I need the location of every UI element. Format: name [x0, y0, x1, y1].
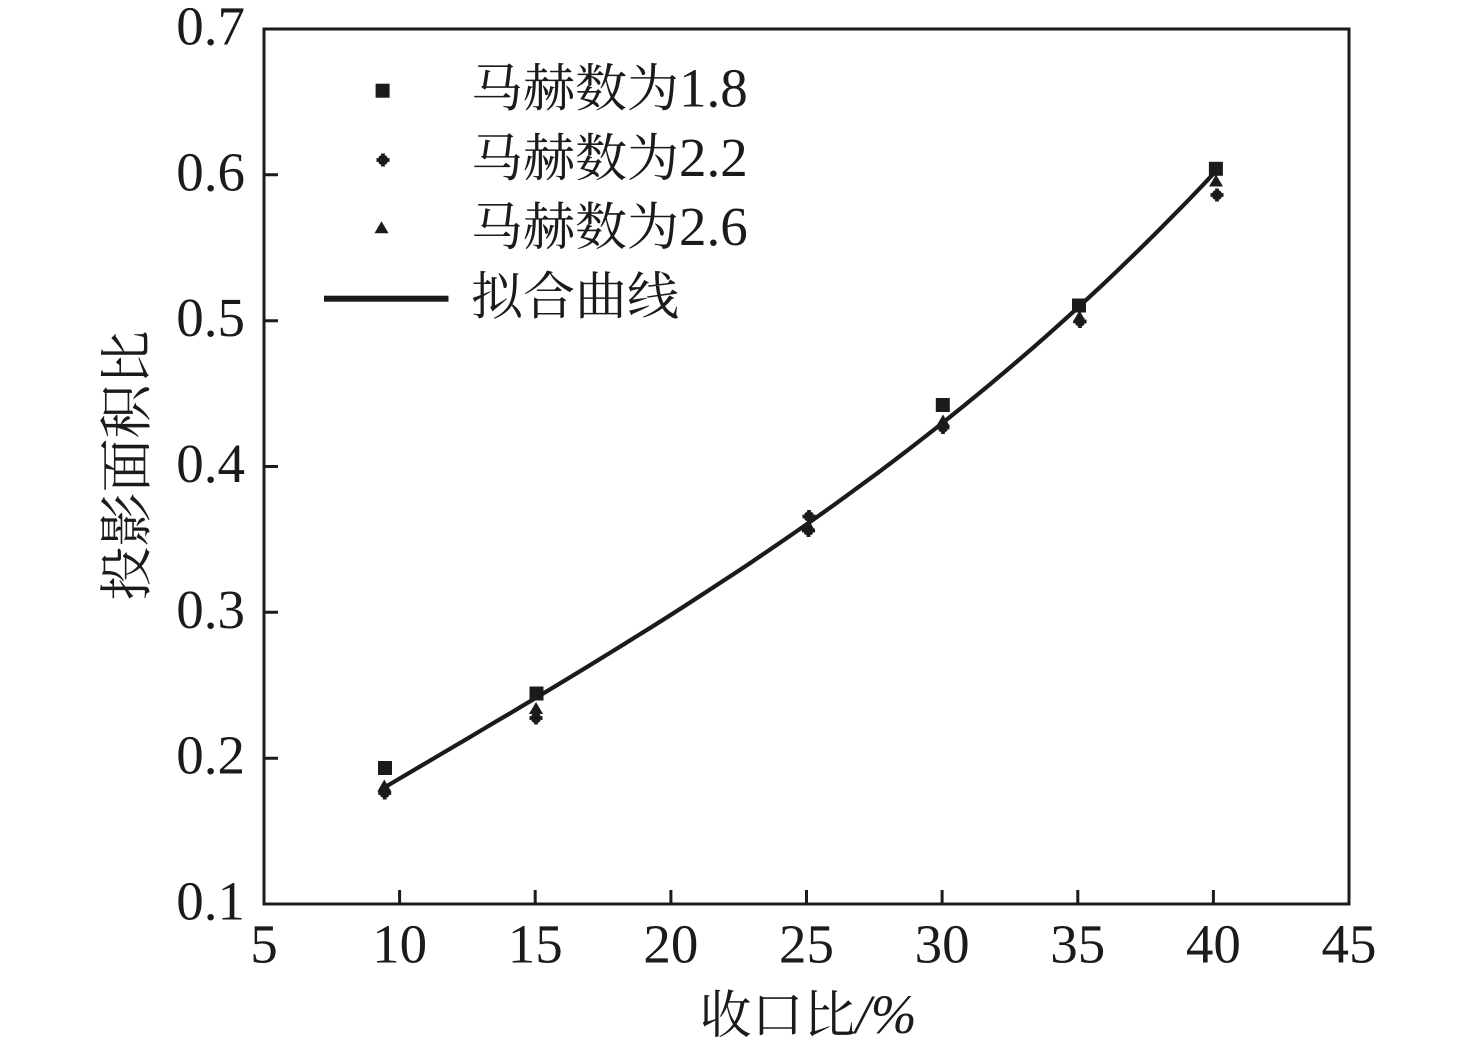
- svg-text:30: 30: [915, 914, 970, 975]
- svg-text:0.1: 0.1: [176, 871, 245, 932]
- svg-text:5: 5: [250, 914, 278, 975]
- svg-text:45: 45: [1322, 914, 1377, 975]
- svg-text:0.4: 0.4: [176, 433, 245, 494]
- svg-text:0.7: 0.7: [176, 0, 245, 57]
- svg-text:1.8: 1.8: [679, 57, 748, 118]
- svg-text:/%: /%: [853, 984, 917, 1045]
- svg-text:40: 40: [1186, 914, 1241, 975]
- svg-text:2.6: 2.6: [679, 196, 748, 257]
- svg-text:20: 20: [643, 914, 698, 975]
- svg-text:0.2: 0.2: [176, 725, 245, 786]
- svg-text:0.3: 0.3: [176, 579, 245, 640]
- svg-text:0.5: 0.5: [176, 287, 245, 348]
- svg-text:2.2: 2.2: [679, 127, 748, 188]
- svg-text:25: 25: [779, 914, 834, 975]
- svg-text:10: 10: [372, 914, 427, 975]
- svg-text:15: 15: [508, 914, 563, 975]
- svg-text:0.6: 0.6: [176, 141, 245, 202]
- svg-text:35: 35: [1050, 914, 1105, 975]
